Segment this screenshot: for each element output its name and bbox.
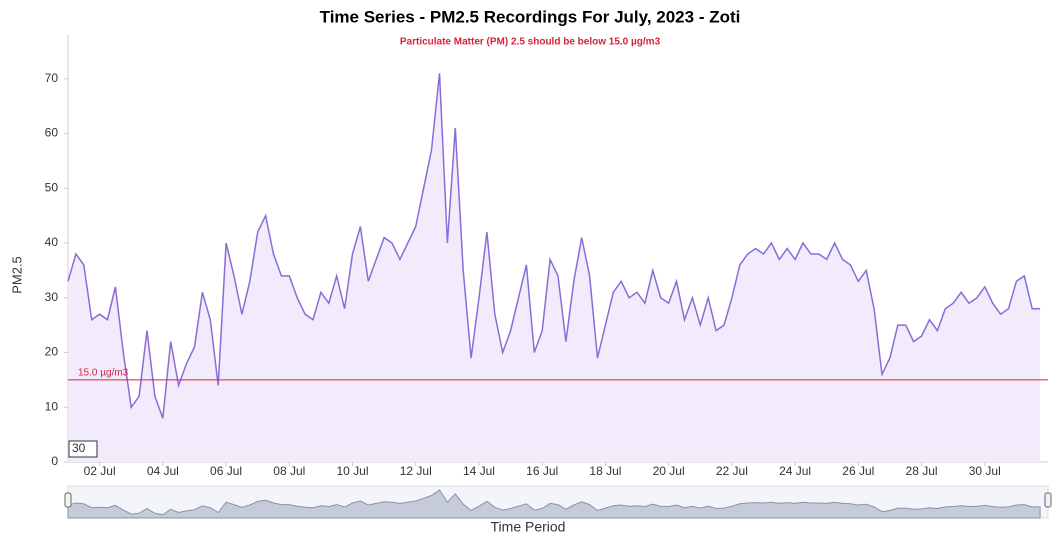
y-tick-label: 30 — [45, 290, 59, 304]
chart-title: Time Series - PM2.5 Recordings For July,… — [320, 7, 741, 26]
x-tick-label: 24 Jul — [779, 464, 811, 478]
x-tick-label: 26 Jul — [842, 464, 874, 478]
x-tick-label: 06 Jul — [210, 464, 242, 478]
x-tick-label: 12 Jul — [400, 464, 432, 478]
x-tick-label: 08 Jul — [273, 464, 305, 478]
x-tick-label: 16 Jul — [526, 464, 558, 478]
y-axis-label: PM2.5 — [9, 256, 24, 294]
navigator-handle[interactable] — [1044, 492, 1052, 508]
y-tick-label: 50 — [45, 180, 59, 194]
y-tick-label: 20 — [45, 345, 59, 359]
x-tick-label: 02 Jul — [84, 464, 116, 478]
y-tick-label: 40 — [45, 235, 59, 249]
y-tick-label: 0 — [51, 454, 58, 468]
x-tick-label: 14 Jul — [463, 464, 495, 478]
x-axis-label: Time Period — [491, 519, 566, 535]
y-tick-label: 60 — [45, 126, 59, 140]
y-tick-label: 10 — [45, 399, 59, 413]
navigator-area — [67, 489, 1041, 519]
line — [67, 73, 1041, 419]
rolling-period-box[interactable] — [68, 440, 98, 458]
chart-subtitle: Particulate Matter (PM) 2.5 should be be… — [400, 37, 661, 48]
x-tick-label: 20 Jul — [653, 464, 685, 478]
navigator-handle[interactable] — [64, 492, 72, 508]
y-tick-label: 70 — [45, 71, 59, 85]
x-tick-label: 18 Jul — [589, 464, 621, 478]
threshold-label: 15.0 µg/m3 — [78, 368, 129, 379]
rolling-period-value[interactable]: 30 — [72, 441, 86, 455]
x-tick-label: 10 Jul — [337, 464, 369, 478]
x-tick-label: 22 Jul — [716, 464, 748, 478]
x-tick-label: 28 Jul — [906, 464, 938, 478]
x-tick-label: 04 Jul — [147, 464, 179, 478]
x-tick-label: 30 Jul — [969, 464, 1001, 478]
